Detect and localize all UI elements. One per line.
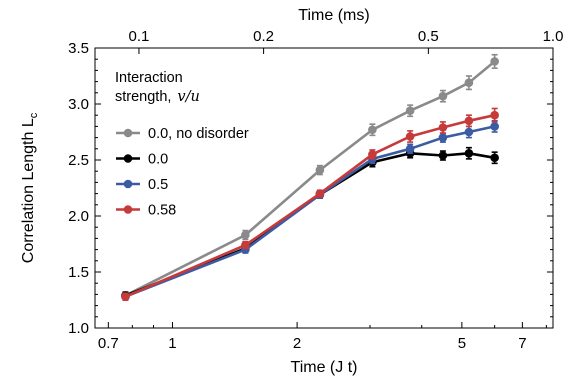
legend-swatch-marker (123, 128, 133, 138)
x-axis-title: Time (J t) (291, 359, 358, 376)
data-point (490, 122, 499, 131)
data-point (464, 116, 474, 126)
data-point (368, 125, 377, 135)
y-axis-title-subscript: c (28, 112, 40, 118)
y-tick-label: 2.5 (68, 152, 89, 169)
data-point (438, 123, 448, 132)
y-tick-label: 3.0 (68, 96, 89, 113)
data-point (464, 148, 474, 158)
x2-tick-label: 0.2 (253, 28, 274, 45)
legend-label: 0.0 (148, 152, 168, 168)
series-0 (121, 53, 499, 300)
data-point (490, 153, 499, 163)
x-tick-label: 1 (168, 335, 176, 352)
legend-title-line2: strength, v/u (115, 89, 200, 105)
data-point (438, 151, 448, 160)
legend-title-math: v/u (177, 89, 199, 105)
data-point (241, 230, 250, 240)
legend-swatch-marker (123, 205, 133, 214)
data-point (368, 150, 377, 159)
data-point (490, 57, 499, 66)
legend-label: 0.58 (148, 203, 176, 219)
series-line (124, 60, 496, 297)
x-tick-label: 0.7 (98, 335, 119, 352)
legend-title-line1: Interaction (115, 70, 183, 86)
legend-label: 0.5 (148, 177, 168, 193)
legend-swatch-marker (123, 179, 133, 189)
data-point (464, 127, 474, 137)
x-tick-label: 5 (458, 335, 466, 352)
data-point (315, 189, 325, 198)
series-line (124, 113, 495, 298)
data-point (464, 78, 474, 88)
legend-swatch-marker (123, 154, 133, 163)
y-axis-title: Correlation Length Lc (20, 112, 40, 263)
y-tick-label: 3.5 (68, 40, 89, 57)
data-point (241, 240, 250, 250)
data-point (121, 292, 130, 301)
data-point (438, 91, 448, 101)
x-tick-label: 7 (518, 335, 526, 352)
x2-axis-title: Time (ms) (298, 7, 369, 24)
data-point (405, 132, 415, 141)
y-tick-label: 1.0 (68, 320, 89, 337)
y-tick-label: 2.0 (68, 208, 89, 225)
legend-label: 0.0, no disorder (148, 126, 249, 142)
x2-tick-label: 0.1 (129, 28, 150, 45)
data-point (490, 110, 499, 120)
x-tick-label: 2 (293, 335, 301, 352)
y-tick-label: 1.5 (68, 264, 89, 281)
data-point (315, 165, 325, 175)
data-point (405, 144, 415, 154)
plot-frame (94, 47, 554, 329)
x2-tick-label: 0.5 (418, 28, 439, 45)
data-point (438, 133, 448, 142)
series-3 (121, 107, 499, 301)
data-point (405, 106, 415, 116)
x2-tick-label: 1.0 (543, 28, 564, 45)
series-line (125, 125, 495, 298)
